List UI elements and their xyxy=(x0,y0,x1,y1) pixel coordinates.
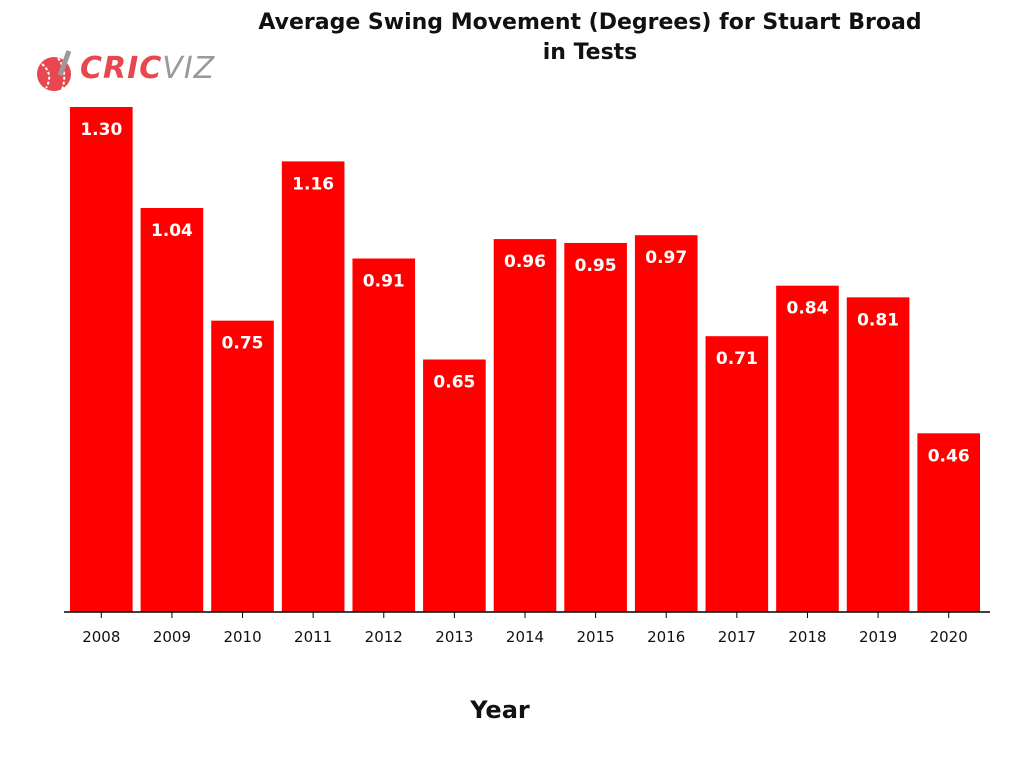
bar-2015 xyxy=(564,242,627,612)
bar-2008 xyxy=(70,107,133,612)
brand-name-part1: CRIC xyxy=(80,51,163,86)
data-label-2013: 0.65 xyxy=(433,373,475,393)
data-label-2015: 0.95 xyxy=(575,256,617,276)
chart-title-line-1: Average Swing Movement (Degrees) for Stu… xyxy=(258,10,922,35)
x-tick-label-2008: 2008 xyxy=(82,628,120,646)
x-tick-label-2015: 2015 xyxy=(577,628,615,646)
data-label-2009: 1.04 xyxy=(151,221,193,241)
x-tick-label-2013: 2013 xyxy=(435,628,473,646)
x-tick-label-2018: 2018 xyxy=(788,628,826,646)
x-tick-label-2016: 2016 xyxy=(647,628,685,646)
cricket-ball-bat-icon xyxy=(37,50,72,91)
x-tick-label-2020: 2020 xyxy=(930,628,968,646)
bar-2016 xyxy=(634,235,698,612)
bar-2011 xyxy=(281,161,345,612)
x-tick-label-2010: 2010 xyxy=(223,628,261,646)
bar-2020 xyxy=(917,433,980,612)
x-tick-label-2017: 2017 xyxy=(718,628,756,646)
x-tick-label-2009: 2009 xyxy=(153,628,191,646)
data-label-2008: 1.30 xyxy=(80,120,122,140)
data-label-2010: 0.75 xyxy=(222,334,264,354)
bar-2019 xyxy=(846,297,910,612)
x-tick-label-2012: 2012 xyxy=(365,628,403,646)
bar-2010 xyxy=(211,320,274,612)
bar-2017 xyxy=(705,336,769,612)
data-label-2017: 0.71 xyxy=(716,349,758,369)
bar-2009 xyxy=(140,208,204,612)
chart-title: Average Swing Movement (Degrees) for Stu… xyxy=(160,8,1020,68)
data-label-2018: 0.84 xyxy=(786,299,828,319)
data-label-2014: 0.96 xyxy=(504,252,546,272)
bar-2018 xyxy=(776,285,839,612)
x-tick-label-2019: 2019 xyxy=(859,628,897,646)
chart-title-line-2: in Tests xyxy=(542,40,638,65)
data-label-2020: 0.46 xyxy=(928,446,970,466)
brand-name-part2: VIZ xyxy=(162,51,216,86)
cricviz-wordmark: CRICVIZ xyxy=(80,51,215,86)
data-label-2019: 0.81 xyxy=(857,310,899,330)
x-tick-label-2011: 2011 xyxy=(294,628,332,646)
bar-2014 xyxy=(493,239,557,613)
x-axis-label: Year xyxy=(470,696,530,724)
data-label-2012: 0.91 xyxy=(363,272,405,292)
data-label-2016: 0.97 xyxy=(645,248,687,268)
bar-2012 xyxy=(352,258,416,612)
data-label-2011: 1.16 xyxy=(292,174,334,194)
bar-2013 xyxy=(423,359,486,612)
cricviz-logo: CRICVIZ xyxy=(34,48,214,96)
x-tick-label-2014: 2014 xyxy=(506,628,544,646)
